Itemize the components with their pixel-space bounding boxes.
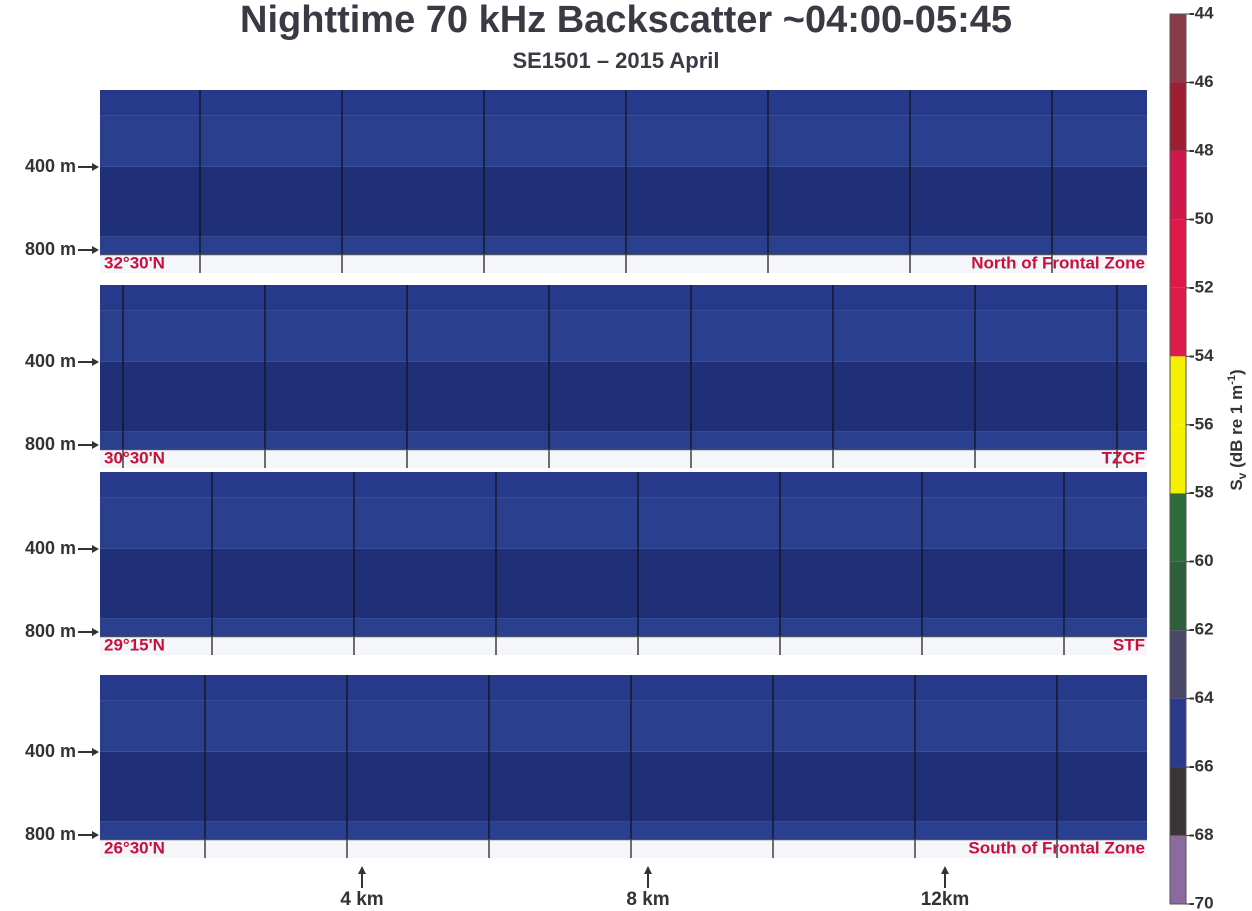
arrow-head [92, 441, 99, 449]
speckle-upper [100, 497, 1147, 549]
surface-band [100, 285, 1147, 311]
colorbar-segment [1170, 14, 1186, 83]
deep-scattering-layer [100, 548, 1147, 619]
colorbar-segment [1170, 698, 1186, 768]
surface-band [100, 90, 1147, 116]
colorbar: -44 -46 -48 -50 -52 -54 -56 -58 -60 -62 -64 -66 -68 -… [1169, 3, 1249, 911]
colorbar-tick-label: -48 [1189, 140, 1214, 159]
colorbar-label-part: v [1235, 472, 1249, 479]
colorbar-label: Sv (dB re 1 m-1) [1226, 369, 1249, 490]
zone-label: STF [1113, 635, 1145, 654]
zone-label: North of Frontal Zone [971, 253, 1145, 272]
depth-label: 800 m [25, 621, 76, 641]
colorbar-segment [1170, 219, 1186, 288]
colorbar-tick-label: -70 [1189, 893, 1214, 911]
colorbar-tick-label: -54 [1189, 346, 1214, 365]
colorbar-tick-label: -44 [1189, 3, 1214, 22]
colorbar-segment [1170, 767, 1186, 836]
arrow-head [92, 246, 99, 254]
depth-label: 400 m [25, 741, 76, 761]
deep-scattering-layer [100, 361, 1147, 432]
colorbar-tick-label: -62 [1189, 620, 1214, 639]
colorbar-segment [1170, 630, 1186, 699]
distance-label: 12km [921, 889, 970, 910]
colorbar-segment [1170, 82, 1186, 151]
colorbar-tick-label: -46 [1189, 72, 1214, 91]
colorbar-tick-label: -64 [1189, 688, 1214, 707]
colorbar-tick-label: -52 [1189, 277, 1214, 296]
colorbar-tick-label: -58 [1189, 483, 1214, 502]
arrow-head [92, 163, 99, 171]
arrow-head [941, 866, 949, 874]
latitude-label: 26°30'N [104, 838, 165, 857]
colorbar-tick-label: -50 [1189, 209, 1214, 228]
speckle-upper [100, 310, 1147, 362]
depth-label: 400 m [25, 156, 76, 176]
speckle-lower [100, 821, 1147, 840]
arrow-head [92, 748, 99, 756]
colorbar-segment [1170, 835, 1186, 904]
surface-band [100, 675, 1147, 701]
colorbar-segment [1170, 561, 1186, 631]
echogram-panel: 30°30'N TZCF 400 m 800 m [25, 285, 1147, 468]
colorbar-segment [1170, 356, 1186, 425]
colorbar-segment [1170, 493, 1186, 562]
title: Nighttime 70 kHz Backscatter ~04:00-05:4… [240, 0, 1012, 41]
latitude-label: 30°30'N [104, 448, 165, 467]
colorbar-tick-label: -56 [1189, 414, 1214, 433]
arrow-head [358, 866, 366, 874]
depth-label: 400 m [25, 351, 76, 371]
speckle-lower [100, 618, 1147, 637]
echogram-panel: 26°30'N South of Frontal Zone 400 m 800 m [25, 675, 1147, 858]
depth-label: 800 m [25, 239, 76, 259]
depth-label: 800 m [25, 434, 76, 454]
colorbar-label-part: ) [1227, 369, 1246, 375]
deep-scattering-layer [100, 751, 1147, 822]
speckle-upper [100, 115, 1147, 167]
arrow-head [92, 628, 99, 636]
colorbar-label-part: S [1227, 479, 1246, 490]
arrow-head [92, 545, 99, 553]
distance-label: 4 km [340, 889, 383, 910]
surface-band [100, 472, 1147, 498]
colorbar-label-part: -1 [1226, 375, 1238, 385]
speckle-upper [100, 700, 1147, 752]
colorbar-tick-label: -68 [1189, 825, 1214, 844]
colorbar-segment [1170, 150, 1186, 220]
colorbar-segment [1170, 287, 1186, 357]
deep-scattering-layer [100, 166, 1147, 237]
arrow-head [92, 358, 99, 366]
latitude-label: 32°30'N [104, 253, 165, 272]
depth-label: 800 m [25, 824, 76, 844]
latitude-label: 29°15'N [104, 635, 165, 654]
colorbar-frame [1169, 13, 1187, 905]
echogram-panel: 29°15'N STF 400 m 800 m [25, 472, 1147, 655]
speckle-lower [100, 431, 1147, 450]
subtitle: SE1501 – 2015 April [512, 48, 719, 73]
colorbar-segment [1170, 424, 1186, 494]
arrow-head [92, 831, 99, 839]
depth-label: 400 m [25, 538, 76, 558]
colorbar-tick-label: -60 [1189, 551, 1214, 570]
colorbar-label-part: (dB re 1 m [1227, 385, 1246, 473]
distance-label: 8 km [626, 889, 669, 910]
colorbar-tick-label: -66 [1189, 757, 1214, 776]
zone-label: South of Frontal Zone [968, 838, 1145, 857]
arrow-head [644, 866, 652, 874]
speckle-lower [100, 236, 1147, 255]
zone-label: TZCF [1102, 448, 1145, 467]
echogram-panel: 32°30'N North of Frontal Zone 400 m 800 m [25, 90, 1147, 273]
